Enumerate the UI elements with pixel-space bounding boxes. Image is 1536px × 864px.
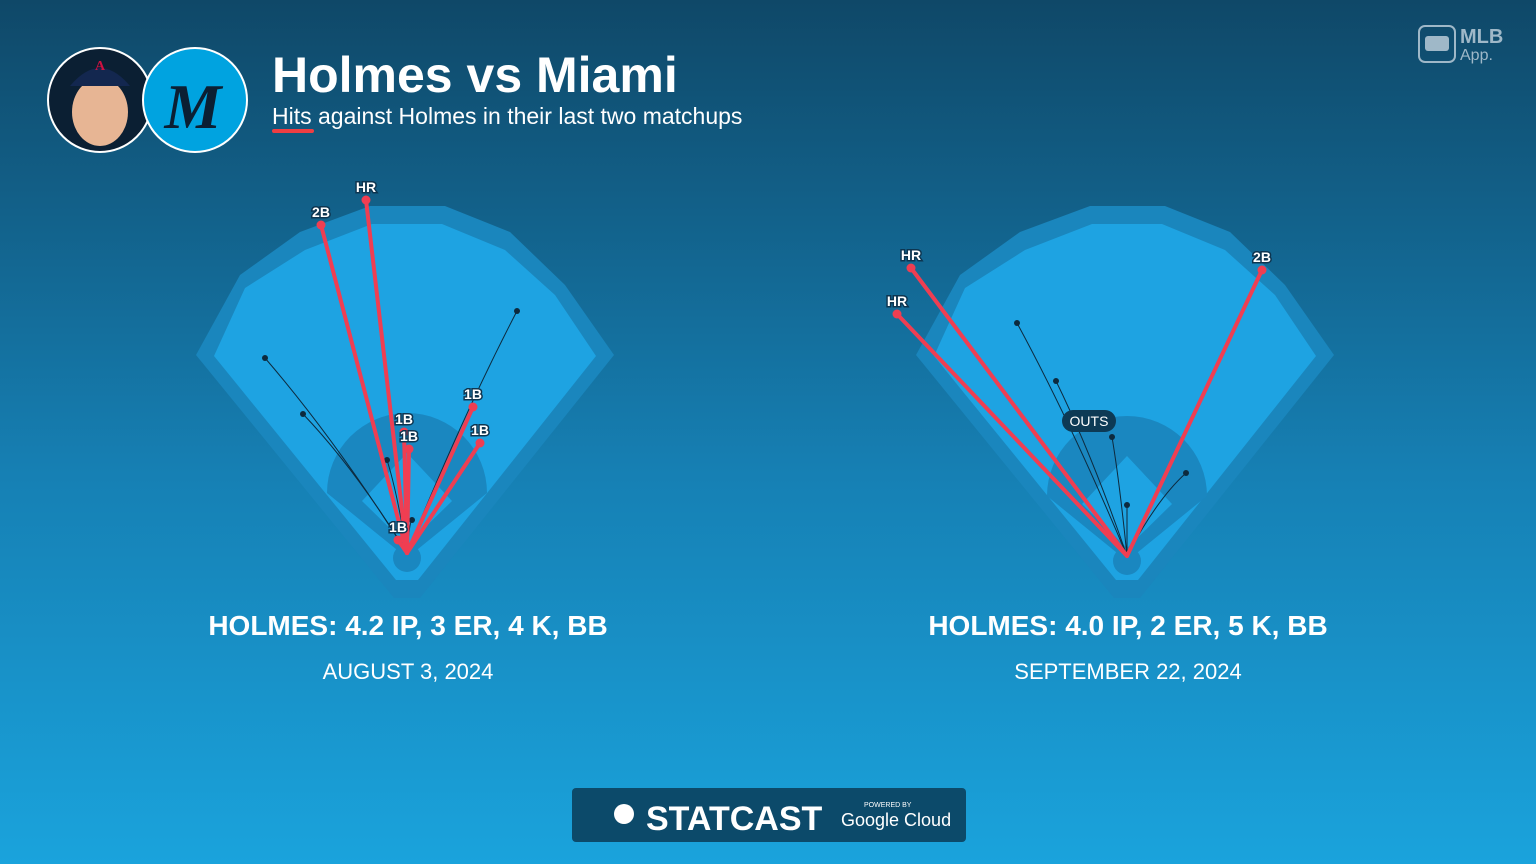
- hit-dot: [393, 535, 403, 545]
- hit-dot: [399, 427, 409, 437]
- hit-label: 1B: [400, 428, 418, 444]
- out-trajectory: [1016, 322, 1128, 557]
- team-logo: M: [142, 47, 248, 153]
- out-dot: [1014, 320, 1020, 326]
- cloud-label: Google Cloud: [841, 810, 951, 830]
- hit-label: 2B: [312, 204, 330, 220]
- out-trajectory: [1055, 380, 1128, 557]
- hit-label: HR: [356, 179, 376, 195]
- app-badge: MLB App.: [1418, 25, 1503, 64]
- hit-trajectory: [1125, 268, 1264, 558]
- svg-text:M: M: [164, 71, 224, 142]
- out-dot: [514, 308, 520, 314]
- hit-trajectory: [405, 405, 475, 555]
- hit-trajectory: [895, 312, 1129, 558]
- hit-dot: [316, 220, 326, 230]
- outfield: [934, 224, 1316, 580]
- hit-label: 2B: [1253, 249, 1271, 265]
- hit-dot: [361, 195, 371, 205]
- hit-label: 1B: [471, 422, 489, 438]
- game-line: HOLMES: 4.0 IP, 2 ER, 5 K, BB: [928, 610, 1327, 641]
- powered-label: POWERED BY: [864, 802, 912, 809]
- hit-dot: [906, 263, 916, 273]
- title: Holmes vs Miami: [272, 47, 678, 103]
- hit-label: 1B: [389, 519, 407, 535]
- statcast-label: STATCAST: [646, 800, 823, 838]
- game-line: HOLMES: 4.2 IP, 3 ER, 4 K, BB: [208, 610, 607, 641]
- app-label: App.: [1460, 47, 1493, 64]
- svg-text:A: A: [95, 59, 106, 74]
- hit-dot: [892, 309, 902, 319]
- hit-trajectory: [405, 447, 411, 555]
- hit-label: HR: [887, 293, 907, 309]
- game-date: SEPTEMBER 22, 2024: [1014, 659, 1241, 684]
- outfield: [214, 224, 596, 580]
- hit-dot: [404, 444, 414, 454]
- pitcher-avatar: A: [47, 47, 153, 153]
- out-dot: [1124, 502, 1130, 508]
- hit-dot: [1257, 265, 1267, 275]
- out-dot: [409, 517, 415, 523]
- out-dot: [262, 355, 268, 361]
- hit-label: HR: [901, 247, 921, 263]
- hit-label: 1B: [464, 386, 482, 402]
- out-dot: [300, 411, 306, 417]
- spray-chart: OUTS HR HR 2B: [885, 206, 1334, 598]
- hit-dot: [468, 402, 478, 412]
- out-dot: [1053, 378, 1059, 384]
- home-plate: [393, 544, 421, 572]
- subtitle: Hits against Holmes in their last two ma…: [272, 103, 742, 129]
- home-plate: [1113, 547, 1141, 575]
- hit-trajectory: [364, 198, 409, 555]
- hit-trajectory: [319, 223, 409, 555]
- hit-trajectory: [909, 266, 1129, 558]
- game-date: AUGUST 3, 2024: [323, 659, 494, 684]
- hit-trajectory: [405, 441, 482, 555]
- outs-label: OUTS: [1070, 413, 1109, 429]
- subtitle-underline: [272, 129, 314, 133]
- app-label: MLB: [1460, 26, 1503, 48]
- out-trajectory: [1111, 436, 1128, 557]
- hit-label: 1B: [395, 411, 413, 427]
- out-dot: [1109, 434, 1115, 440]
- out-dot: [1183, 470, 1189, 476]
- statcast-footer: STATCAST POWERED BY Google Cloud: [572, 788, 966, 842]
- out-trajectory: [302, 413, 408, 554]
- outs-badge: [1062, 410, 1116, 432]
- out-dot: [384, 457, 390, 463]
- hit-dot: [475, 438, 485, 448]
